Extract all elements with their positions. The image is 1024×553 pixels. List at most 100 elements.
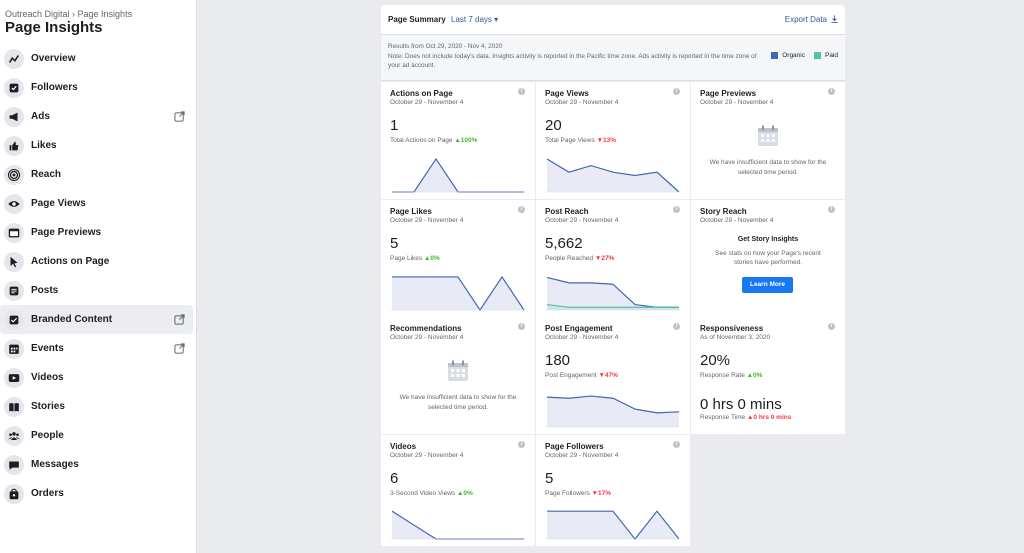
date-range-dropdown[interactable]: Last 7 days ▾ xyxy=(451,15,499,24)
organic-series-area xyxy=(392,511,524,539)
info-icon[interactable]: i xyxy=(673,88,680,95)
sidebar-item-page-views[interactable]: Page Views xyxy=(0,189,193,218)
sidebar-item-ads[interactable]: Ads xyxy=(0,102,193,131)
export-data-link[interactable]: Export Data xyxy=(784,15,827,24)
organic-series-line xyxy=(547,510,680,540)
info-icon[interactable]: i xyxy=(828,206,835,213)
card-story-reach[interactable]: Story Reach October 29 - November 4 i Ge… xyxy=(691,200,845,317)
card-page-likes[interactable]: Page Likes October 29 - November 4 i 5 P… xyxy=(381,200,535,317)
sidebar-item-label: Overview xyxy=(31,53,76,64)
info-icon[interactable]: i xyxy=(518,206,525,213)
page-summary-panel: Page Summary Last 7 days ▾ Export Data R… xyxy=(381,5,845,546)
paid-swatch xyxy=(813,52,821,59)
card-caption: Total Page Views ▼13% xyxy=(545,137,617,144)
organic-series-area xyxy=(547,158,679,192)
response-rate-caption: Response Rate ▲0% xyxy=(700,372,763,379)
external-link-icon[interactable] xyxy=(174,343,185,354)
info-icon[interactable]: i xyxy=(673,323,680,330)
info-icon[interactable]: i xyxy=(673,441,680,448)
sidebar-item-label: Stories xyxy=(31,401,65,412)
card-videos[interactable]: Videos October 29 - November 4 i 6 3-Sec… xyxy=(381,435,535,546)
download-icon[interactable] xyxy=(830,14,839,24)
info-icon[interactable]: i xyxy=(518,88,525,95)
card-subtitle: October 29 - November 4 xyxy=(390,99,464,106)
sidebar-item-likes[interactable]: Likes xyxy=(0,131,193,160)
card-subtitle: October 29 - November 4 xyxy=(545,452,619,459)
card-page-previews[interactable]: Page Previews October 29 - November 4 i … xyxy=(691,82,845,199)
sidebar-item-videos[interactable]: Videos xyxy=(0,363,193,392)
card-subtitle: As of November 3, 2020 xyxy=(700,334,771,341)
card-title: Post Reach xyxy=(545,207,589,216)
info-icon[interactable]: i xyxy=(518,441,525,448)
legend-organic: Organic xyxy=(771,52,805,59)
card-title: Page Likes xyxy=(390,207,432,216)
sidebar-item-orders[interactable]: Orders xyxy=(0,479,193,508)
sidebar-item-events[interactable]: Events xyxy=(0,334,193,363)
legend-paid: Paid xyxy=(813,52,838,59)
card-title: Recommendations xyxy=(390,324,462,333)
sidebar-item-label: Posts xyxy=(31,285,59,296)
organic-series-area xyxy=(547,511,679,539)
card-subtitle: October 29 - November 4 xyxy=(390,334,464,341)
sidebar-item-followers[interactable]: Followers xyxy=(0,73,193,102)
sidebar-item-branded-content[interactable]: Branded Content xyxy=(0,305,193,334)
card-actions-on-page[interactable]: Actions on Page October 29 - November 4 … xyxy=(381,82,535,199)
sidebar-item-stories[interactable]: Stories xyxy=(0,392,193,421)
card-value: 5,662 xyxy=(545,235,583,252)
organic-series-area xyxy=(547,396,679,427)
sidebar-item-label: Actions on Page xyxy=(31,256,110,267)
info-icon[interactable]: i xyxy=(828,88,835,95)
sidebar-item-reach[interactable]: Reach xyxy=(0,160,193,189)
broadcast-icon xyxy=(4,164,24,185)
calendar-icon xyxy=(758,125,778,146)
trend-delta: ▲0% xyxy=(456,490,473,497)
card-responsiveness[interactable]: Responsiveness As of November 3, 2020 i … xyxy=(691,317,845,434)
card-value: 20 xyxy=(545,117,562,134)
sidebar-item-label: Reach xyxy=(31,169,62,180)
sidebar-item-actions-on-page[interactable]: Actions on Page xyxy=(0,247,193,276)
organic-series-area xyxy=(392,158,524,192)
external-link-icon[interactable] xyxy=(174,314,185,325)
sidebar-item-page-previews[interactable]: Page Previews xyxy=(0,218,193,247)
sidebar-item-label: Ads xyxy=(31,111,50,122)
learn-more-button[interactable]: Learn More xyxy=(742,277,793,293)
card-page-followers[interactable]: Page Followers October 29 - November 4 i… xyxy=(536,435,690,546)
card-post-engagement[interactable]: Post Engagement October 29 - November 4 … xyxy=(536,317,690,434)
sidebar-item-messages[interactable]: Messages xyxy=(0,450,193,479)
sidebar-item-posts[interactable]: Posts xyxy=(0,276,193,305)
card-caption: Page Followers ▼17% xyxy=(545,490,612,497)
info-icon[interactable]: i xyxy=(518,323,525,330)
chart-legend: Organic Paid xyxy=(762,52,838,59)
summary-notice: Results from Oct 29, 2020 - Nov 4, 2020 … xyxy=(381,35,845,81)
paid-series-line xyxy=(546,303,679,308)
trend-delta: ▼13% xyxy=(596,137,617,144)
external-link-icon[interactable] xyxy=(174,111,185,122)
sidebar-item-people[interactable]: People xyxy=(0,421,193,450)
book-icon xyxy=(4,396,24,417)
info-icon[interactable]: i xyxy=(828,323,835,330)
organic-series-line xyxy=(546,395,680,414)
sparkline-chart xyxy=(545,158,681,193)
card-value: 5 xyxy=(390,235,399,252)
check-icon xyxy=(4,77,24,98)
response-rate-value: 20% xyxy=(700,352,731,369)
sidebar-item-label: Events xyxy=(31,343,64,354)
empty-state-text: We have insufficient data to show for th… xyxy=(709,159,827,176)
sidebar-item-label: Followers xyxy=(31,82,78,93)
story-insights-heading: Get Story Insights xyxy=(737,236,799,243)
card-post-reach[interactable]: Post Reach October 29 - November 4 i 5,6… xyxy=(536,200,690,317)
breadcrumb[interactable]: Outreach Digital › Page Insights xyxy=(5,9,133,19)
card-page-views[interactable]: Page Views October 29 - November 4 i 20 … xyxy=(536,82,690,199)
timezone-note: Note: Does not include today's data. Ins… xyxy=(388,53,757,69)
card-value: 180 xyxy=(545,352,571,369)
response-time-value: 0 hrs 0 mins xyxy=(700,396,782,413)
trend-icon xyxy=(4,48,24,69)
info-icon[interactable]: i xyxy=(673,206,680,213)
sidebar-item-overview[interactable]: Overview xyxy=(0,44,193,73)
organic-swatch xyxy=(771,52,779,59)
card-caption: Total Actions on Page ▲100% xyxy=(390,137,478,144)
video-icon xyxy=(4,367,24,388)
card-title: Story Reach xyxy=(700,207,747,216)
card-caption: Post Engagement ▼47% xyxy=(545,372,618,379)
card-recommendations[interactable]: Recommendations October 29 - November 4 … xyxy=(381,317,535,434)
